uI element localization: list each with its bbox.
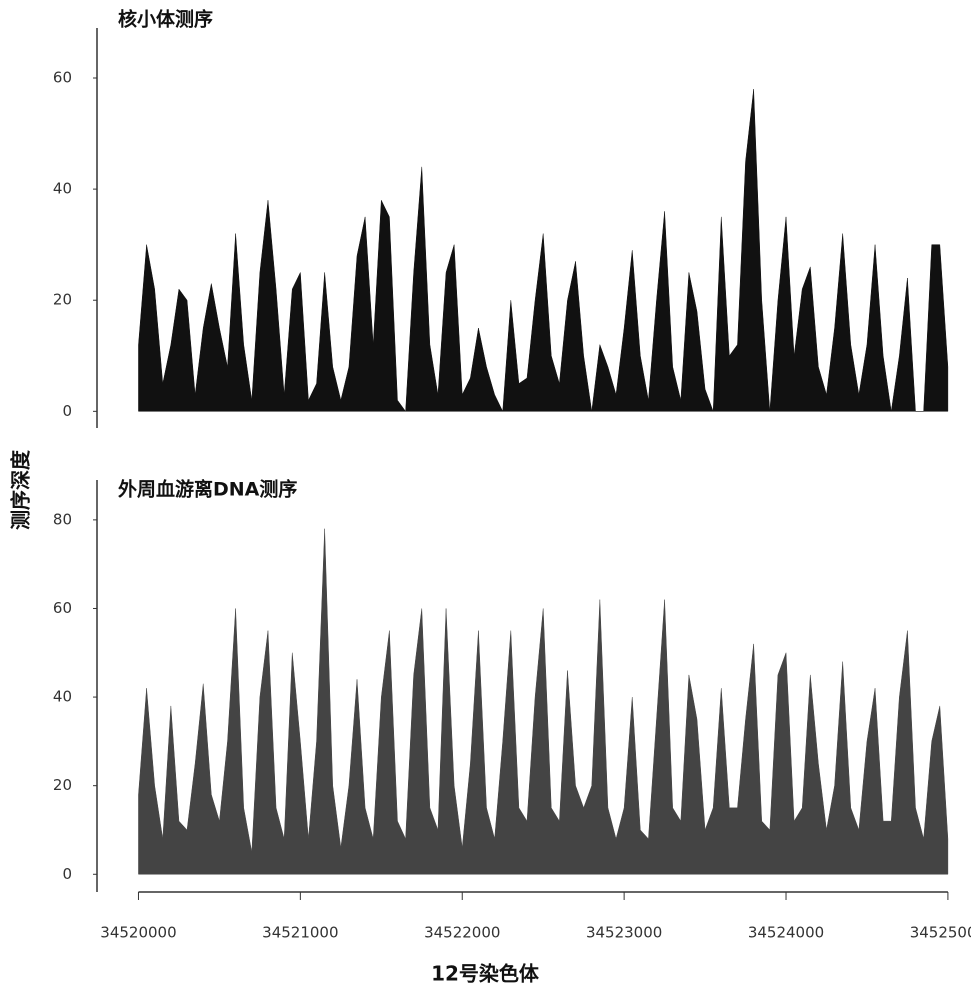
y-tick-label: 40: [53, 688, 72, 706]
panel-title: 外周血游离DNA测序: [118, 478, 297, 501]
area: [138, 89, 949, 413]
y-tick-label: 40: [53, 180, 72, 198]
y-tick-label: 80: [53, 510, 72, 528]
x-tick-label: 34520000: [100, 924, 176, 942]
y-tick-label: 60: [53, 69, 72, 87]
x-axis-label: 12号染色体: [431, 962, 540, 986]
y-tick-label: 0: [62, 865, 72, 883]
x-tick-label: 34525000: [910, 924, 971, 942]
panel-title: 核小体测序: [118, 8, 213, 31]
y-axis-label: 测序深度: [9, 449, 33, 530]
x-tick-label: 34523000: [586, 924, 662, 942]
x-tick-label: 34522000: [424, 924, 500, 942]
x-tick-label: 34524000: [748, 924, 824, 942]
x-tick-label: 34521000: [262, 924, 338, 942]
area: [138, 528, 949, 875]
y-tick-label: 20: [53, 776, 72, 794]
y-tick-label: 20: [53, 291, 72, 309]
y-tick-label: 60: [53, 599, 72, 617]
y-tick-label: 0: [62, 402, 72, 420]
